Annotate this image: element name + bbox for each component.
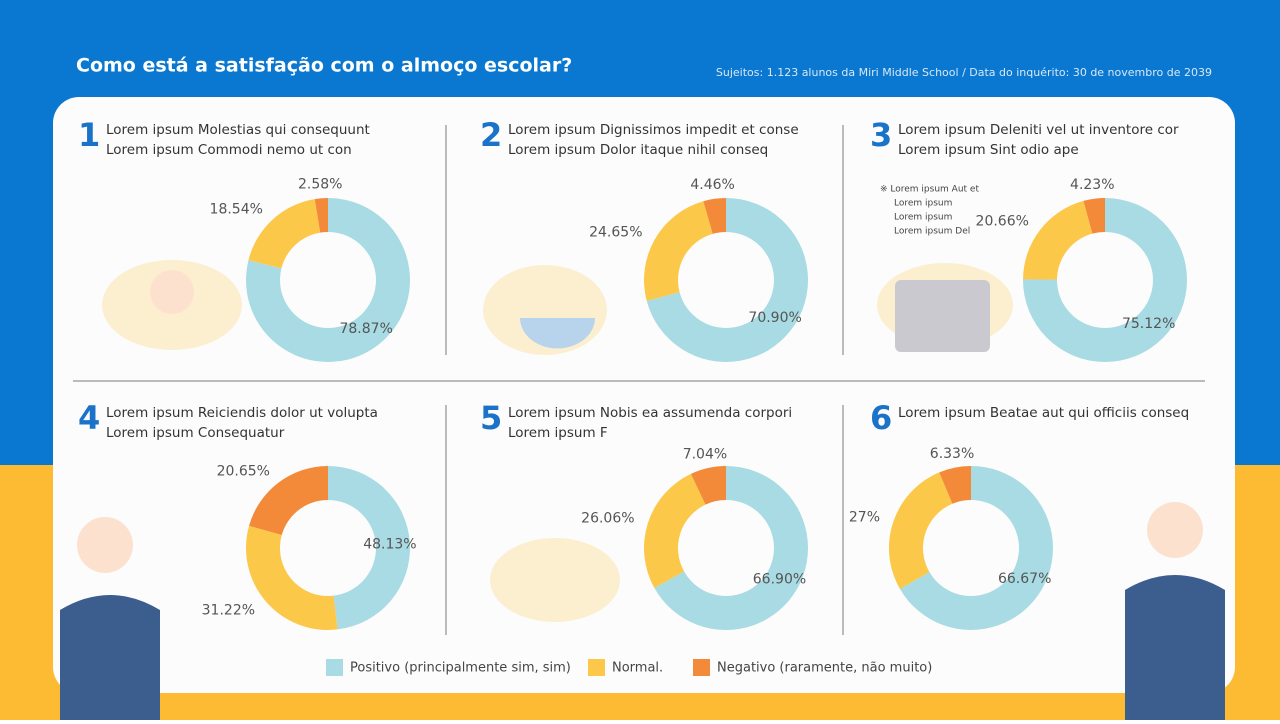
question-title: Lorem ipsum Beatae aut qui officiis cons… — [898, 405, 1189, 421]
question-number: 4 — [78, 399, 100, 437]
question-title: Lorem ipsum Consequatur — [106, 425, 285, 441]
question-title: Lorem ipsum Nobis ea assumenda corpori — [508, 405, 792, 421]
note: Lorem ipsum — [894, 213, 952, 223]
question-number: 1 — [78, 116, 100, 154]
donut-segment — [643, 473, 706, 588]
donut-segment — [889, 472, 953, 589]
donut-segment — [314, 198, 328, 233]
question-title: Lorem ipsum Reiciendis dolor ut volupta — [106, 405, 378, 421]
question-title: Lorem ipsum F — [508, 425, 608, 441]
donut-segment — [1023, 198, 1187, 362]
value-label: 6.33% — [930, 446, 974, 462]
legend-label: Normal. — [612, 661, 663, 676]
legend-label: Negativo (raramente, não muito) — [717, 661, 932, 676]
character-body — [60, 595, 160, 720]
question-number: 5 — [480, 399, 502, 437]
question-number: 6 — [870, 399, 892, 437]
donut-segment — [703, 198, 726, 234]
donut-segment — [899, 466, 1053, 630]
legend-swatch — [588, 659, 605, 676]
donut-segment — [249, 466, 328, 536]
legend-swatch — [326, 659, 343, 676]
donut-segment — [328, 466, 410, 630]
question-title: Lorem ipsum Molestias qui consequunt — [106, 122, 370, 138]
question-number: 2 — [480, 116, 502, 154]
donut-segment — [1083, 198, 1105, 234]
donut-segment — [646, 198, 808, 362]
illustrations — [60, 260, 1225, 720]
student-face — [150, 270, 194, 314]
note: ※ Lorem ipsum Aut et — [880, 185, 979, 195]
question-title: Lorem ipsum Dignissimos impedit et conse — [508, 122, 799, 138]
donut-segment — [246, 198, 411, 363]
question-number: 3 — [870, 116, 892, 154]
food-tray — [895, 280, 990, 352]
question-title: Lorem ipsum Deleniti vel ut inventore co… — [898, 122, 1179, 138]
page-title: Como está a satisfação com o almoço esco… — [76, 55, 572, 77]
value-label: 48.13% — [363, 536, 416, 552]
question-title: Lorem ipsum Commodi nemo ut con — [106, 142, 352, 158]
value-label: 24.65% — [589, 225, 642, 241]
value-label: 31.22% — [202, 602, 255, 618]
value-label: 2.58% — [298, 176, 342, 192]
donut-segment — [644, 201, 713, 301]
card — [53, 97, 1235, 693]
donut-segment — [248, 199, 321, 269]
illustration-blob — [490, 538, 620, 622]
value-label: 66.67% — [998, 571, 1051, 587]
donut-segment — [654, 466, 808, 630]
value-label: 20.65% — [217, 464, 270, 480]
charts: 1 Lorem ipsum Molestias qui consequunt Lor… — [78, 116, 1189, 630]
value-label: 26.06% — [581, 511, 634, 527]
question-title: Lorem ipsum Dolor itaque nihil conseq — [508, 142, 768, 158]
character-face — [1147, 502, 1203, 558]
value-label: 78.87% — [339, 321, 392, 337]
donut-segment — [246, 525, 338, 630]
value-label: 75.12% — [1122, 316, 1175, 332]
salad-bowl — [520, 318, 595, 349]
legend: Positivo (principalmente sim, sim) Normal… — [326, 659, 932, 676]
donut-segment — [690, 466, 726, 505]
value-label: 20.66% — [976, 213, 1029, 229]
legend-label: Positivo (principalmente sim, sim) — [350, 661, 571, 676]
value-label: 4.46% — [690, 177, 734, 193]
value-label: 7.04% — [683, 446, 727, 462]
note: Lorem ipsum — [894, 199, 952, 209]
value-label: 66.90% — [753, 571, 806, 587]
value-label: 70.90% — [748, 310, 801, 326]
legend-swatch — [693, 659, 710, 676]
question-title: Lorem ipsum Sint odio ape — [898, 142, 1079, 158]
donut-segment — [1023, 200, 1093, 280]
value-label: 18.54% — [210, 201, 263, 217]
character-face — [77, 517, 133, 573]
donut-segment — [939, 465, 971, 504]
value-label: 27% — [849, 509, 880, 525]
character-body — [1125, 575, 1225, 720]
value-label: 4.23% — [1070, 177, 1114, 193]
note: Lorem ipsum Del — [894, 227, 970, 237]
subtitle: Sujeitos: 1.123 alunos da Miri Middle Sc… — [716, 66, 1212, 79]
